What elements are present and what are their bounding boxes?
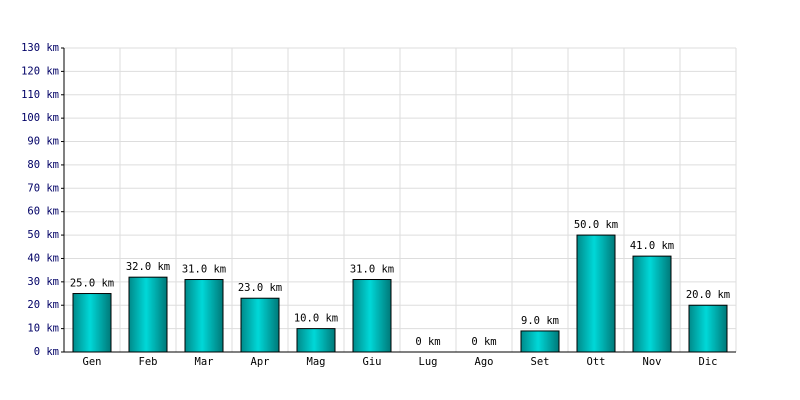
value-label: 41.0 km xyxy=(630,240,674,252)
y-tick-label: 0 km xyxy=(34,346,59,358)
value-label: 20.0 km xyxy=(686,289,730,301)
value-label: 32.0 km xyxy=(126,261,170,273)
x-tick-label: Dic xyxy=(699,356,718,368)
x-tick-label: Set xyxy=(531,356,550,368)
value-label: 31.0 km xyxy=(350,264,394,276)
value-label: 0 km xyxy=(471,336,496,348)
y-tick-label: 100 km xyxy=(21,112,59,124)
bar xyxy=(128,276,168,353)
value-label: 9.0 km xyxy=(521,315,559,327)
x-tick-label: Lug xyxy=(419,356,438,368)
y-tick-label: 110 km xyxy=(21,89,59,101)
bar xyxy=(296,328,336,353)
x-tick-label: Feb xyxy=(139,356,158,368)
y-tick-label: 50 km xyxy=(27,229,59,241)
x-tick-label: Gen xyxy=(83,356,102,368)
value-label: 23.0 km xyxy=(238,282,282,294)
y-tick-label: 30 km xyxy=(27,276,59,288)
value-label: 31.0 km xyxy=(182,264,226,276)
value-label: 10.0 km xyxy=(294,313,338,325)
bar xyxy=(240,297,280,353)
bar xyxy=(352,279,392,353)
x-tick-label: Ott xyxy=(587,356,606,368)
x-tick-label: Mar xyxy=(195,356,214,368)
x-tick-label: Apr xyxy=(251,356,270,368)
y-tick-label: 120 km xyxy=(21,65,59,77)
y-tick-label: 60 km xyxy=(27,206,59,218)
x-tick-label: Mag xyxy=(307,356,326,368)
value-label: 25.0 km xyxy=(70,278,114,290)
x-tick-label: Giu xyxy=(363,356,382,368)
y-tick-label: 10 km xyxy=(27,323,59,335)
x-tick-label: Nov xyxy=(643,356,662,368)
y-tick-label: 130 km xyxy=(21,42,59,54)
bar xyxy=(520,330,560,353)
y-tick-label: 70 km xyxy=(27,182,59,194)
bar xyxy=(576,234,616,353)
bar xyxy=(632,255,672,353)
y-tick-label: 90 km xyxy=(27,136,59,148)
bar xyxy=(688,304,728,353)
x-tick-label: Ago xyxy=(475,356,494,368)
y-tick-label: 80 km xyxy=(27,159,59,171)
value-label: 50.0 km xyxy=(574,219,618,231)
bar xyxy=(72,293,112,353)
bar xyxy=(184,279,224,353)
value-label: 0 km xyxy=(415,336,440,348)
y-tick-label: 20 km xyxy=(27,299,59,311)
y-tick-label: 40 km xyxy=(27,252,59,264)
